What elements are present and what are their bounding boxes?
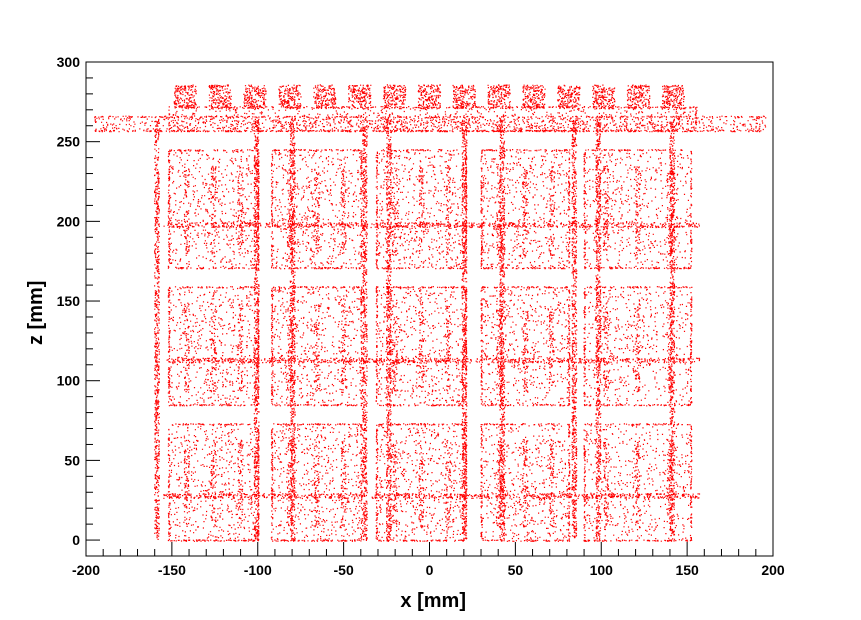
x-tick-label: -150 <box>158 562 186 578</box>
x-axis-title: x [mm] <box>400 590 466 612</box>
data-points <box>94 84 767 542</box>
y-tick-label: 300 <box>57 54 81 70</box>
y-tick-label: 50 <box>64 452 80 468</box>
y-tick-label: 200 <box>57 213 81 229</box>
y-axis: 0 50 100 150 200 250 300 <box>57 54 100 557</box>
x-tick-label: 200 <box>761 562 785 578</box>
y-tick-label: 0 <box>72 532 80 548</box>
y-axis-title: z [mm] <box>25 281 47 345</box>
x-tick-label: 50 <box>508 562 524 578</box>
x-axis: -200 -150 -100 -50 0 50 100 150 200 <box>72 542 785 578</box>
x-tick-label: -50 <box>334 562 354 578</box>
scatter-points <box>94 84 767 542</box>
x-tick-label: 0 <box>426 562 434 578</box>
x-tick-label: 150 <box>675 562 699 578</box>
y-tick-label: 100 <box>57 373 81 389</box>
x-tick-label: -100 <box>244 562 272 578</box>
x-tick-label: 100 <box>590 562 614 578</box>
x-tick-label: -200 <box>72 562 100 578</box>
y-tick-label: 250 <box>57 134 81 150</box>
y-tick-label: 150 <box>57 293 81 309</box>
